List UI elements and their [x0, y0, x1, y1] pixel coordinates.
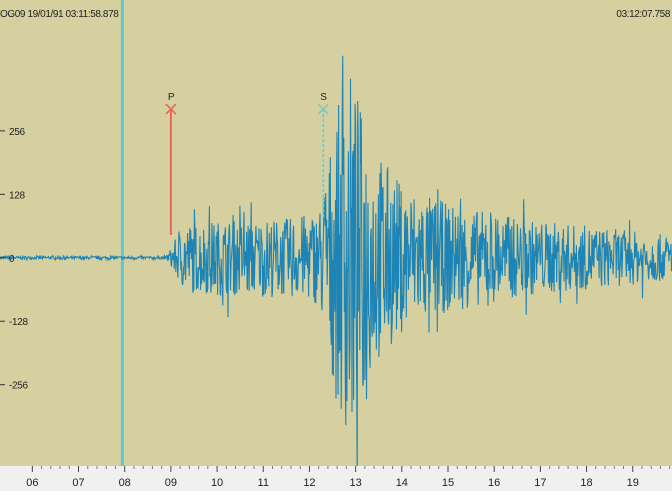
x-tick-label: 06 [26, 477, 38, 489]
x-tick-label: 12 [303, 477, 315, 489]
p-pick-label: P [168, 92, 175, 103]
p-pick-marker [165, 103, 177, 115]
y-tick-label: -256 [9, 381, 29, 392]
x-tick-label: 15 [442, 477, 454, 489]
waveform-trace [0, 55, 672, 482]
x-tick-label: 11 [258, 477, 269, 489]
x-tick-label: 19 [627, 477, 639, 489]
y-tick-label: 128 [9, 190, 26, 201]
s-pick-label: S [320, 92, 327, 103]
x-tick-label: 08 [119, 477, 131, 489]
start-time-label: OG09 19/01/91 03:11:58.878 [0, 9, 119, 20]
time-axis-bar [0, 466, 672, 491]
x-tick-label: 09 [165, 477, 177, 489]
x-tick-label: 10 [211, 477, 223, 489]
y-tick-label: -128 [9, 317, 29, 328]
x-tick-label: 16 [488, 477, 500, 489]
y-tick-label: 0 [9, 254, 15, 265]
x-tick-label: 07 [72, 477, 84, 489]
x-tick-label: 14 [396, 477, 408, 489]
s-pick-marker [317, 103, 329, 115]
x-tick-label: 13 [350, 477, 362, 489]
x-tick-label: 17 [534, 477, 546, 489]
y-tick-label: 256 [9, 127, 26, 138]
end-time-label: 03:12:07.758 [616, 9, 670, 20]
x-tick-label: 18 [580, 477, 592, 489]
